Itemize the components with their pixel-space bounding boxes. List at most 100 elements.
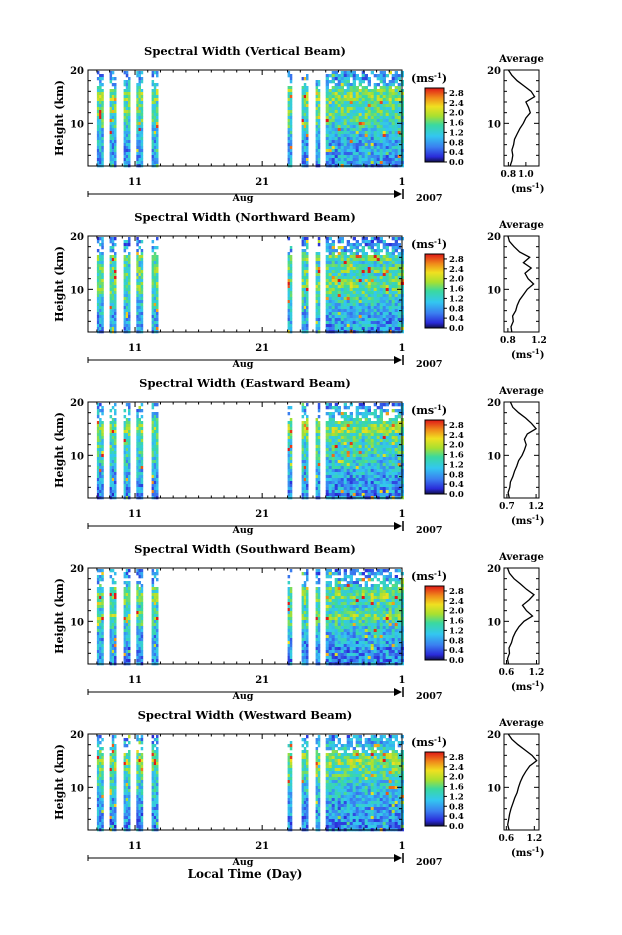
heatmap-cell (341, 303, 344, 306)
heatmap-cell (350, 481, 353, 484)
heatmap-cell (371, 143, 374, 146)
heatmap-cell (304, 409, 307, 412)
heatmap-cell (318, 252, 321, 255)
heatmap-cell (392, 161, 395, 164)
heatmap-cell (139, 493, 142, 496)
heatmap-cell (99, 261, 102, 264)
heatmap-cell (318, 454, 321, 457)
heatmap-cell (126, 309, 129, 312)
heatmap-cell (124, 481, 127, 484)
colorbar-tick-label: 2.0 (449, 275, 464, 285)
heatmap-cell (302, 137, 305, 140)
heatmap-cell (304, 104, 307, 107)
heatmap-cell (347, 125, 350, 128)
heatmap-cell (99, 237, 102, 240)
heatmap-cell (374, 309, 377, 312)
heatmap-cell (359, 487, 362, 490)
heatmap-cell (97, 297, 100, 300)
heatmap-cell (306, 454, 309, 457)
heatmap-cell (128, 273, 131, 276)
heatmap-cell (353, 107, 356, 110)
heatmap-cell (398, 318, 401, 321)
heatmap-cell (347, 116, 350, 119)
heatmap-cell (383, 264, 386, 267)
heatmap-cell (318, 445, 321, 448)
heatmap-cell (141, 110, 144, 113)
average-y-tick-label: 10 (487, 451, 501, 462)
heatmap-cell (371, 321, 374, 324)
heatmap-cell (99, 131, 102, 134)
heatmap-cell (392, 134, 395, 137)
heatmap-cell (332, 95, 335, 98)
heatmap-cell (112, 451, 115, 454)
colorbar-tick-label: 1.2 (449, 294, 464, 304)
heatmap-cell (126, 644, 129, 647)
heatmap-cell (128, 116, 131, 119)
heatmap-cell (306, 237, 309, 240)
heatmap-cell (110, 436, 113, 439)
heatmap-cell (371, 324, 374, 327)
heatmap-cell (318, 288, 321, 291)
heatmap-cell (350, 267, 353, 270)
heatmap-cell (126, 131, 129, 134)
month-label: Aug (232, 359, 254, 370)
heatmap-cell (302, 264, 305, 267)
heatmap-cell (136, 252, 139, 255)
heatmap-cell (368, 80, 371, 83)
heatmap-cell (318, 484, 321, 487)
heatmap-cell (139, 255, 142, 258)
heatmap-cell (365, 418, 368, 421)
heatmap-cell (124, 587, 127, 590)
heatmap-cell (386, 113, 389, 116)
heatmap-cell (99, 460, 102, 463)
heatmap-cell (318, 264, 321, 267)
heatmap-cell (112, 288, 115, 291)
heatmap-cell (371, 309, 374, 312)
heatmap-cell (110, 472, 113, 475)
heatmap-cell (139, 605, 142, 608)
heatmap-cell (392, 95, 395, 98)
heatmap-cell (316, 134, 319, 137)
heatmap-cell (335, 303, 338, 306)
heatmap-cell (288, 300, 291, 303)
heatmap-cells (97, 71, 404, 167)
heatmap-cell (136, 484, 139, 487)
heatmap-cell (156, 300, 159, 303)
heatmap-cell (101, 282, 104, 285)
heatmap-cell (374, 294, 377, 297)
heatmap-cell (341, 264, 344, 267)
heatmap-cell (383, 309, 386, 312)
heatmap-cell (344, 113, 347, 116)
heatmap-cell (368, 116, 371, 119)
heatmap-cell (371, 146, 374, 149)
heatmap-cell (110, 152, 113, 155)
heatmap-cell (398, 315, 401, 318)
heatmap-cell (374, 83, 377, 86)
heatmap-cell (156, 122, 159, 125)
heatmap-cell (99, 125, 102, 128)
heatmap-cell (365, 421, 368, 424)
heatmap-cell (126, 469, 129, 472)
heatmap-cell (152, 134, 155, 137)
heatmap-cell (306, 424, 309, 427)
heatmap-cell (335, 270, 338, 273)
heatmap-cell (128, 98, 131, 101)
heatmap-cell (335, 442, 338, 445)
heatmap-cell (152, 146, 155, 149)
heatmap-cell (368, 270, 371, 273)
x-tick-label: 1 (399, 343, 406, 354)
heatmap-cell (356, 273, 359, 276)
heatmap-cell (124, 430, 127, 433)
heatmap-cell (356, 264, 359, 267)
heatmap-cell (152, 493, 155, 496)
heatmap-cell (326, 101, 329, 104)
heatmap-cell (139, 137, 142, 140)
heatmap-cell (124, 659, 127, 662)
heatmap-cell (392, 324, 395, 327)
heatmap-cell (112, 155, 115, 158)
heatmap-cell (101, 243, 104, 246)
heatmap-cell (356, 89, 359, 92)
heatmap-cell (99, 466, 102, 469)
heatmap-cell (302, 249, 305, 252)
heatmap-cell (380, 267, 383, 270)
